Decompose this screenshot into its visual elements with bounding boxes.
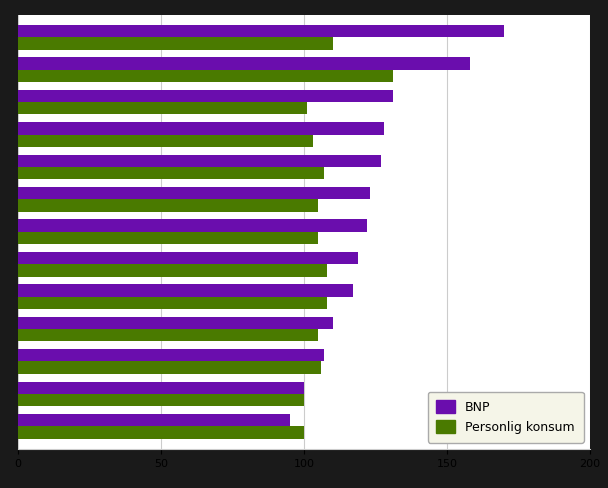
Bar [18,200,319,212]
Bar [18,349,324,362]
Bar [18,90,393,102]
Bar [18,252,358,264]
Bar [18,285,353,297]
Bar [18,102,307,115]
Bar [18,297,327,309]
Bar [18,58,470,70]
Bar [18,155,381,167]
Bar [18,264,327,277]
Bar [18,317,333,329]
Bar [18,70,393,82]
Legend: BNP, Personlig konsum: BNP, Personlig konsum [427,392,584,443]
Bar [18,220,367,232]
Bar [18,427,304,439]
Bar [18,232,319,244]
Bar [18,394,304,406]
Bar [18,414,290,427]
Bar [18,329,319,341]
Bar [18,362,321,374]
Bar [18,25,504,37]
Bar [18,135,313,147]
Bar [18,167,324,179]
Bar [18,382,304,394]
Bar [18,122,384,135]
Bar [18,37,333,50]
Bar [18,187,370,200]
